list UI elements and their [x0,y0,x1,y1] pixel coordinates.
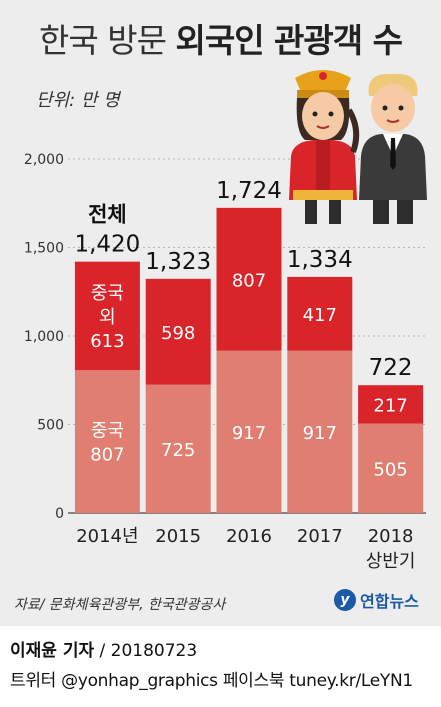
bar-segment [216,207,282,351]
social-links: 트위터 @yonhap_graphics 페이스북 tuney.kr/LeYN1 [10,671,413,691]
total-label: 1,334 [287,247,353,273]
data-label: 613 [90,331,124,352]
bar-segment [145,384,211,513]
yonhap-logo: y 연합뉴스 [334,588,419,612]
tourist-woman-icon [289,70,360,224]
x-tick-label: 2017 [297,526,343,547]
y-tick-label: 0 [55,506,64,522]
bar-segment [358,423,424,513]
yonhap-logo-icon: y [334,589,356,611]
bar-segment [287,350,353,513]
x-tick-sublabel: 상반기 [366,551,416,572]
unit-label: 단위: 만 명 [36,90,120,111]
x-tick-label: 2018 [368,526,414,547]
data-label: 917 [303,423,337,444]
data-label: 417 [303,305,337,326]
bar-segment [216,350,282,513]
byline: 이재윤 기자 / 20180723 [10,636,197,661]
data-label: 505 [373,459,407,480]
total-caption: 전체 [88,203,127,227]
data-label: 807 [232,270,266,291]
logo-text: 연합뉴스 [360,592,419,611]
series-caption: 외 [99,307,116,328]
total-label: 1,420 [74,232,140,258]
bar-segment [287,276,353,351]
tourists-illustration [289,70,427,224]
bar-segment [74,261,140,371]
data-label: 217 [373,395,407,416]
reporter-name: 이재윤 기자 [10,641,95,661]
data-label: 725 [161,440,195,461]
data-source: 자료/ 문화체육관광부, 한국관광공사 [14,597,226,613]
title-part2: 외국인 관광객 수 [175,21,402,60]
y-tick-label: 2,000 [24,152,64,168]
bar-segment [74,370,140,513]
total-label: 722 [369,355,413,381]
title-part1: 한국 방문 [39,21,167,60]
bar-segment [358,385,424,424]
chart-title: 한국 방문 외국인 관광객 수 [0,14,441,62]
bar-segment [145,278,211,385]
x-tick-label: 2016 [226,526,272,547]
total-label: 1,323 [145,249,211,275]
x-tick-label: 2014년 [76,526,138,547]
y-tick-label: 1,000 [24,329,64,345]
x-tick-label: 2015 [155,526,201,547]
y-tick-label: 1,500 [24,241,64,257]
series-caption: 중국 [91,421,124,442]
y-tick-label: 500 [37,418,64,434]
series-caption: 중국 [91,283,124,304]
data-label: 807 [90,445,124,466]
bar-chart: 05001,0001,5002,000중국807중국외6131,420전체201… [24,152,426,572]
tourist-man-icon [359,73,427,224]
total-label: 1,724 [216,178,282,204]
data-label: 598 [161,323,195,344]
data-label: 917 [232,423,266,444]
publish-date: / 20180723 [94,641,198,661]
